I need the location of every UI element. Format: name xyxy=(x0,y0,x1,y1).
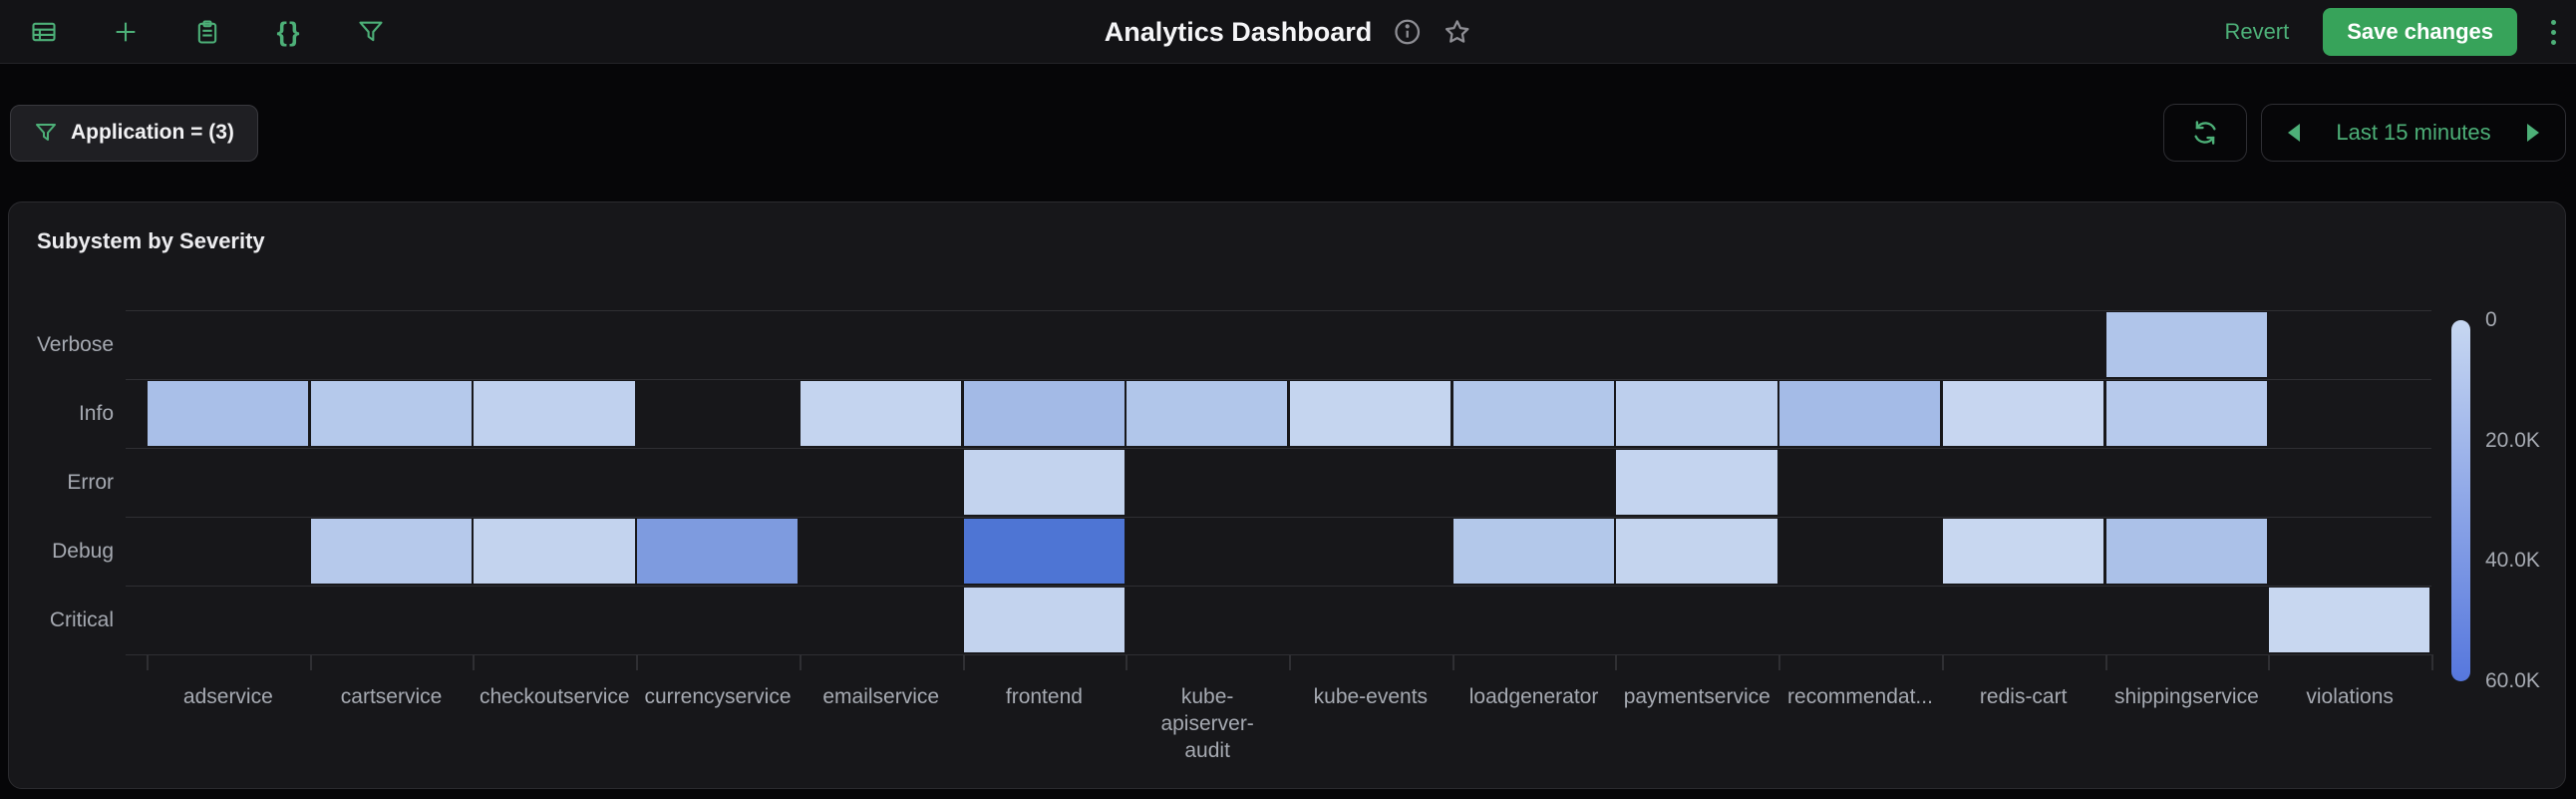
color-scale-bar xyxy=(2451,320,2470,681)
save-changes-button[interactable]: Save changes xyxy=(2323,8,2517,56)
time-range-selector[interactable]: Last 15 minutes xyxy=(2261,104,2566,162)
heatmap-cell[interactable] xyxy=(963,519,1125,584)
heatmap-cell[interactable] xyxy=(2269,588,2430,652)
application-filter-chip[interactable]: Application = (3) xyxy=(10,104,258,162)
x-axis-label: kube-events xyxy=(1313,685,1429,708)
y-axis-label: Critical xyxy=(49,607,114,631)
heatmap-cell[interactable] xyxy=(2105,312,2267,377)
heatmap-cell[interactable] xyxy=(310,519,472,584)
heatmap-cell[interactable] xyxy=(1452,519,1614,584)
axis-tick xyxy=(1778,654,1781,670)
filter-chip-label: Application = (3) xyxy=(71,121,234,144)
axis-tick xyxy=(2104,654,2107,670)
x-axis-label: paymentservice xyxy=(1623,685,1771,708)
heatmap-cell[interactable] xyxy=(637,519,799,584)
axis-tick xyxy=(2268,654,2271,670)
heatmap-cell[interactable] xyxy=(148,381,309,446)
axis-tick xyxy=(1289,654,1291,670)
x-axis-label: frontend xyxy=(1005,685,1083,708)
heatmap-cell[interactable] xyxy=(474,381,635,446)
axis-tick xyxy=(473,654,476,670)
x-axis-label: recommendat... xyxy=(1787,685,1933,708)
x-axis-label: violations xyxy=(2306,685,2394,708)
axis-tick xyxy=(1451,654,1454,670)
toolbar-actions: Revert Save changes xyxy=(2218,0,2562,64)
title-group: Analytics Dashboard xyxy=(1105,0,1472,64)
info-icon[interactable] xyxy=(1392,17,1422,47)
heatmap-cell[interactable] xyxy=(1290,381,1451,446)
toolbar-icon-group: {} xyxy=(30,0,385,64)
filter-bar: Application = (3) Last 15 minutes xyxy=(0,65,2576,200)
heatmap-cell[interactable] xyxy=(1452,381,1614,446)
heatmap-cell[interactable] xyxy=(1779,381,1941,446)
heatmap-cell[interactable] xyxy=(963,588,1125,652)
x-axis-label: kube-apiserver-audit xyxy=(1160,685,1254,762)
page-title: Analytics Dashboard xyxy=(1104,16,1373,47)
gridline xyxy=(126,586,2431,587)
star-icon[interactable] xyxy=(1442,17,1471,47)
filter-icon[interactable] xyxy=(357,18,385,46)
color-scale-label: 60.0K xyxy=(2485,669,2540,692)
axis-tick xyxy=(636,654,639,670)
gridline xyxy=(126,448,2431,449)
chart-panel: Subystem by Severity Verbose Info Error Deb… xyxy=(8,201,2566,789)
axis-tick xyxy=(1126,654,1128,670)
x-axis-label: loadgenerator xyxy=(1468,685,1599,708)
braces-icon[interactable]: {} xyxy=(276,16,302,47)
time-range-label: Last 15 minutes xyxy=(2336,120,2491,145)
revert-button[interactable]: Revert xyxy=(2218,18,2295,46)
heatmap-cell[interactable] xyxy=(1942,519,2104,584)
left-arrow-icon[interactable] xyxy=(2288,124,2300,142)
color-scale-label: 20.0K xyxy=(2485,428,2540,452)
x-axis-label: checkoutservice xyxy=(479,685,630,708)
chart-title: Subystem by Severity xyxy=(37,228,265,253)
x-axis-label: cartservice xyxy=(340,685,443,708)
heatmap-cell[interactable] xyxy=(963,450,1125,515)
x-axis-label: shippingservice xyxy=(2114,685,2259,708)
time-controls: Last 15 minutes xyxy=(2163,104,2566,162)
y-axis-label: Info xyxy=(78,401,114,425)
heatmap-cell[interactable] xyxy=(2105,519,2267,584)
color-scale-label: 40.0K xyxy=(2485,549,2540,573)
gridline xyxy=(126,654,2431,655)
kebab-menu-icon[interactable] xyxy=(2545,16,2562,49)
y-axis-label: Verbose xyxy=(36,332,114,356)
gridline xyxy=(126,379,2431,380)
axis-tick xyxy=(147,654,149,670)
x-axis-label: redis-cart xyxy=(1979,685,2068,708)
heatmap-cell[interactable] xyxy=(800,381,962,446)
severity-heatmap: Verbose Info Error Debug Critical adservice ca… xyxy=(9,202,2565,788)
axis-tick xyxy=(1941,654,1944,670)
heatmap-cell[interactable] xyxy=(1616,381,1777,446)
axis-tick xyxy=(309,654,312,670)
heatmap-cell[interactable] xyxy=(2105,381,2267,446)
heatmap-cell[interactable] xyxy=(310,381,472,446)
heatmap-cell[interactable] xyxy=(963,381,1125,446)
x-axis-label: emailservice xyxy=(822,685,940,708)
axis-tick xyxy=(1615,654,1618,670)
axis-tick xyxy=(799,654,802,670)
table-icon[interactable] xyxy=(30,18,58,46)
y-axis-label: Debug xyxy=(52,539,114,563)
plus-icon[interactable] xyxy=(112,18,140,46)
y-axis-label: Error xyxy=(67,470,114,494)
x-axis-label: adservice xyxy=(182,685,273,708)
heatmap-cell[interactable] xyxy=(1127,381,1288,446)
top-toolbar: {} Analytics Dashboard Revert Save chang… xyxy=(0,0,2576,64)
axis-tick xyxy=(2431,654,2433,670)
color-scale-label: 0 xyxy=(2485,308,2497,331)
right-arrow-icon[interactable] xyxy=(2527,124,2539,142)
filter-icon xyxy=(34,121,58,145)
heatmap-cell[interactable] xyxy=(1616,519,1777,584)
axis-tick xyxy=(962,654,965,670)
heatmap-cell[interactable] xyxy=(474,519,635,584)
gridline xyxy=(126,517,2431,518)
clipboard-icon[interactable] xyxy=(193,18,221,46)
refresh-button[interactable] xyxy=(2163,104,2247,162)
gridline xyxy=(126,310,2431,311)
heatmap-cell[interactable] xyxy=(1942,381,2104,446)
x-axis-label: currencyservice xyxy=(644,685,792,708)
refresh-icon xyxy=(2190,118,2220,148)
heatmap-cell[interactable] xyxy=(1616,450,1777,515)
